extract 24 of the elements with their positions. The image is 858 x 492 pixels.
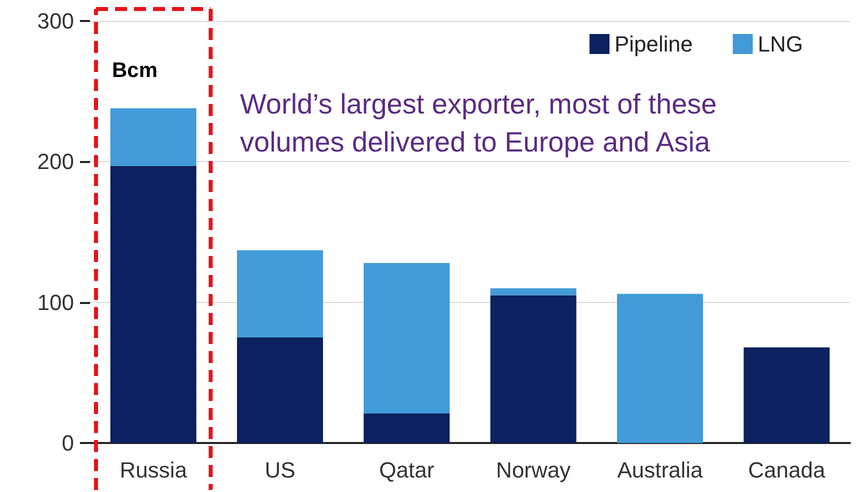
y-tick-label: 200 — [37, 149, 74, 174]
x-tick-label: Canada — [748, 458, 826, 482]
x-tick-label: Australia — [617, 458, 704, 482]
bar — [744, 347, 830, 443]
x-tick-label: US — [264, 458, 296, 482]
x-tick-label: Russia — [120, 458, 188, 482]
bar — [617, 294, 703, 443]
bar — [237, 250, 323, 338]
bar — [364, 413, 450, 443]
bar — [490, 288, 576, 296]
bar — [490, 295, 576, 443]
y-tick-label: 0 — [62, 430, 74, 456]
y-axis-title: Bcm — [112, 59, 158, 82]
bar — [364, 262, 450, 414]
x-tick-label: Norway — [496, 458, 571, 482]
y-tick-label: 300 — [37, 8, 74, 34]
annotation: World’s largest exporter, most of these volumes delivered to Europe and Asia — [240, 88, 725, 158]
bar — [237, 338, 323, 443]
bar — [110, 166, 196, 443]
bar — [110, 108, 196, 166]
x-tick-label: Qatar — [379, 458, 434, 482]
y-tick-label: 100 — [37, 290, 74, 315]
legend-label: LNG — [758, 32, 804, 56]
legend-label: Pipeline — [614, 32, 693, 56]
